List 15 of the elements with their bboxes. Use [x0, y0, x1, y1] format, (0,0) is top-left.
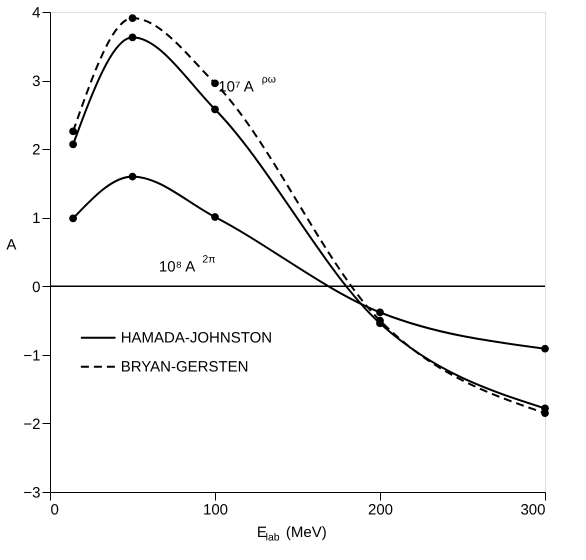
legend-label: HAMADA-JOHNSTON: [120, 330, 272, 347]
x-tick-label: 200: [368, 502, 394, 518]
y-tick-label: 0: [32, 278, 40, 296]
x-tick-label: 300: [520, 502, 546, 518]
y-tick-label: −2: [23, 416, 40, 433]
y-tick-label: −3: [23, 484, 40, 502]
x-tick-label: 100: [202, 502, 228, 518]
x-tick-label: 0: [50, 502, 59, 518]
y-tick-label: 4: [32, 4, 40, 22]
y-tick-label: 2: [32, 142, 40, 159]
y-axis-title: A: [6, 236, 16, 254]
y-tick-label: 1: [32, 210, 40, 228]
y-tick-label: 3: [32, 73, 40, 90]
legend-label: BRYAN-GERSTEN: [120, 358, 249, 376]
y-tick-label: −1: [23, 347, 40, 364]
